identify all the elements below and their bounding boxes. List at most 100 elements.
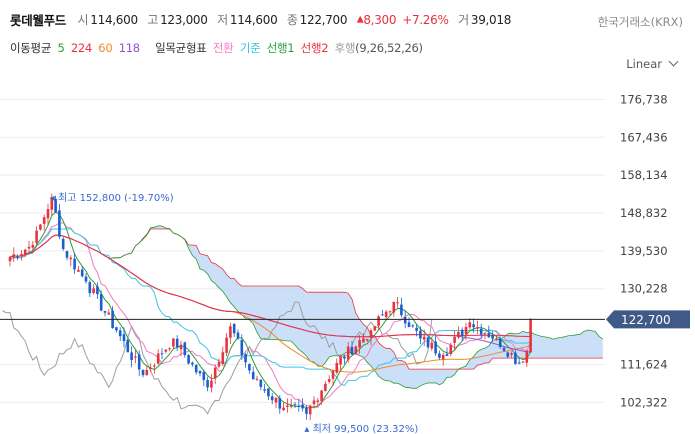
candle-body [54, 198, 57, 213]
candle-body [115, 327, 118, 331]
y-tick-label: 148,832 [620, 206, 668, 220]
candle-body [236, 332, 240, 339]
candle-body [320, 390, 323, 402]
open-value: 114,600 [90, 12, 138, 27]
candle-body [457, 332, 460, 338]
candle [335, 358, 339, 375]
candle-body [278, 398, 282, 409]
chikou-legend[interactable]: 후행 [334, 41, 356, 55]
candle-body [153, 365, 156, 367]
candle-body [430, 342, 434, 349]
candle [35, 226, 38, 246]
ma118-legend[interactable]: 118 [118, 41, 140, 55]
candle-body [506, 352, 510, 357]
candle [134, 350, 137, 364]
candle-body [373, 326, 377, 331]
candle [259, 379, 263, 391]
candle [422, 329, 426, 347]
candle-body [168, 348, 171, 350]
high-value: 123,000 [160, 12, 208, 27]
candle [498, 336, 502, 349]
candle [350, 340, 354, 356]
candle [502, 346, 506, 352]
candle [358, 334, 361, 354]
candle-body [206, 380, 209, 388]
scale-mode-dropdown[interactable]: Linear [626, 56, 679, 71]
candle-body [327, 379, 331, 382]
ma5-legend[interactable]: 5 [57, 41, 65, 55]
candle-body [270, 396, 274, 401]
candle [320, 389, 323, 405]
candle [118, 327, 122, 342]
candle [419, 326, 422, 345]
candle-body [358, 340, 361, 348]
candle-body [130, 352, 133, 360]
ma60-legend[interactable]: 60 [98, 41, 113, 55]
volume-value: 39,018 [470, 12, 512, 27]
candle-body [65, 251, 69, 258]
candle [126, 338, 130, 353]
candle-body [381, 314, 384, 316]
span2-legend[interactable]: 선행2 [300, 41, 329, 55]
candle-body [464, 326, 468, 335]
candle-body [384, 311, 388, 317]
candle [510, 351, 513, 359]
candle-body [164, 349, 168, 352]
chart-overlay: 122,700 ◂ 최고 152,800 (-19.70%) ▴ 최저 99,500… [0, 192, 690, 434]
candle [396, 297, 399, 308]
current-price-label: 122,700 [621, 313, 671, 327]
quote-header: 롯데웰푸드 시 114,600 고 123,000 저 114,600 종 122,70… [10, 10, 517, 30]
candle-body [441, 354, 445, 360]
candle-body [449, 345, 453, 355]
candle-body [282, 407, 285, 411]
candle-body [339, 356, 342, 365]
candle [301, 398, 304, 412]
candle-body [422, 336, 426, 340]
candle-body [335, 362, 339, 373]
candle-body [244, 354, 247, 363]
candle-body [172, 338, 175, 347]
y-tick-label: 167,436 [620, 130, 668, 144]
candle-body [305, 407, 308, 414]
candle [476, 320, 479, 335]
candle-body [308, 405, 312, 415]
candle-body [521, 361, 525, 363]
close-value: 122,700 [299, 12, 348, 27]
candle-body [160, 353, 164, 355]
candle [270, 393, 274, 405]
candle-body [407, 322, 411, 328]
candle-body [324, 383, 327, 391]
candle [240, 334, 244, 360]
candle [99, 290, 103, 312]
span1-legend[interactable]: 선행1 [266, 41, 295, 55]
candle-body [69, 257, 73, 260]
ma-legend-label[interactable]: 이동평균 [10, 41, 52, 55]
candle-body [293, 404, 297, 406]
candle-body [240, 340, 244, 355]
candle [175, 335, 179, 352]
candle-body [525, 350, 529, 363]
tenkan-legend[interactable]: 전환 [212, 41, 234, 55]
candle-body [487, 332, 491, 338]
candle-body [73, 258, 76, 270]
candle [289, 398, 293, 409]
candle [529, 318, 532, 353]
chikou-line [2, 301, 433, 415]
candle [122, 327, 126, 348]
candle [384, 309, 388, 321]
candle-body [84, 276, 88, 282]
candle-body [80, 269, 84, 277]
candle-body [31, 244, 35, 248]
candle [221, 346, 225, 366]
ma224-legend[interactable]: 224 [70, 41, 92, 55]
ichimoku-legend-label[interactable]: 일목균형표 [155, 41, 207, 55]
candle [305, 405, 308, 420]
candle-body [77, 269, 80, 272]
candle-body [392, 301, 396, 313]
current-price-tag [606, 310, 690, 329]
kijun-legend[interactable]: 기준 [239, 41, 261, 55]
candle-body [354, 346, 358, 355]
candle-body [529, 319, 532, 353]
candle [308, 404, 312, 421]
